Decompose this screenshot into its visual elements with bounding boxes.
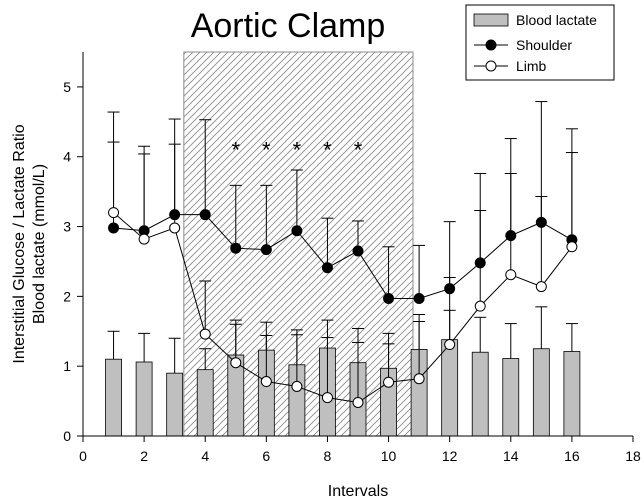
limb-point [535, 281, 547, 293]
shoulder-point [383, 292, 395, 304]
significance-star: * [262, 138, 271, 163]
shoulder-point [230, 242, 242, 254]
legend-swatch-blood-lactate [473, 13, 509, 27]
limb-point [383, 376, 395, 388]
y-axis-label-line2: Blood lactate (mmol/L) [31, 164, 48, 324]
bar [563, 351, 581, 437]
y-tick-label: 3 [63, 219, 71, 235]
shoulder-point [413, 292, 425, 304]
chart-title: Aortic Clamp [191, 7, 386, 45]
legend-label-shoulder: Shoulder [516, 37, 572, 53]
lines-layer [107, 101, 578, 408]
legend-marker-shoulder [485, 39, 497, 51]
y-axis-label-line1: Interstitial Glucose / Lactate Ratio [11, 124, 28, 363]
limb-series-line [113, 212, 573, 404]
y-tick-label: 4 [63, 149, 71, 165]
bar [105, 358, 122, 437]
shoulder-point [291, 225, 303, 237]
limb-point [260, 376, 272, 388]
bar [166, 372, 184, 437]
shoulder-series-line [113, 214, 573, 299]
limb-point [413, 373, 425, 385]
shoulder-point [352, 245, 364, 257]
limb-point [291, 380, 303, 392]
x-tick-label: 10 [381, 448, 397, 464]
limb-point [566, 241, 578, 253]
x-tick-label: 12 [442, 448, 458, 464]
x-tick-label: 0 [79, 448, 87, 464]
x-tick-label: 6 [262, 448, 270, 464]
legend-marker-limb [485, 60, 497, 72]
bar [441, 339, 459, 437]
limb-point [321, 392, 333, 404]
shoulder-point [321, 262, 333, 274]
bars-layer [105, 306, 581, 437]
legend: Blood lactate Shoulder Limb [465, 4, 615, 81]
x-tick-label: 8 [324, 448, 332, 464]
significance-star: * [231, 138, 240, 163]
x-tick-label: 14 [503, 448, 519, 464]
x-tick-label: 2 [140, 448, 148, 464]
limb-point [474, 300, 486, 312]
shoulder-point [444, 283, 456, 295]
shoulder-point [108, 222, 120, 234]
legend-label-blood-lactate: Blood lactate [516, 12, 597, 28]
shoulder-point [505, 230, 517, 242]
shoulder-point [535, 216, 547, 228]
bar [532, 348, 550, 437]
limb-point [505, 269, 517, 281]
y-tick-label: 5 [63, 79, 71, 95]
significance-star: * [354, 138, 363, 163]
limb-point [199, 328, 211, 340]
significance-marks: * * * * * [231, 138, 362, 163]
shoulder-point [199, 209, 211, 221]
legend-label-limb: Limb [516, 58, 547, 74]
bar [196, 369, 214, 437]
limb-point [108, 207, 120, 219]
limb-point [138, 233, 150, 245]
x-tick-label: 18 [625, 448, 641, 464]
shoulder-point [260, 244, 272, 256]
significance-star: * [323, 138, 332, 163]
y-tick-label: 1 [63, 358, 71, 374]
x-tick-label: 4 [201, 448, 209, 464]
significance-star: * [293, 138, 302, 163]
limb-point [230, 357, 242, 369]
x-tick-label: 16 [564, 448, 580, 464]
limb-point [169, 222, 181, 234]
y-tick-label: 0 [63, 428, 71, 444]
shoulder-point [474, 257, 486, 269]
bar [502, 358, 520, 437]
shoulder-point [169, 209, 181, 221]
limb-point [444, 339, 456, 351]
x-axis-label: Intervals [328, 483, 388, 500]
bar [471, 351, 489, 437]
bar [135, 361, 153, 437]
y-tick-label: 2 [63, 288, 71, 304]
limb-point [352, 396, 364, 408]
